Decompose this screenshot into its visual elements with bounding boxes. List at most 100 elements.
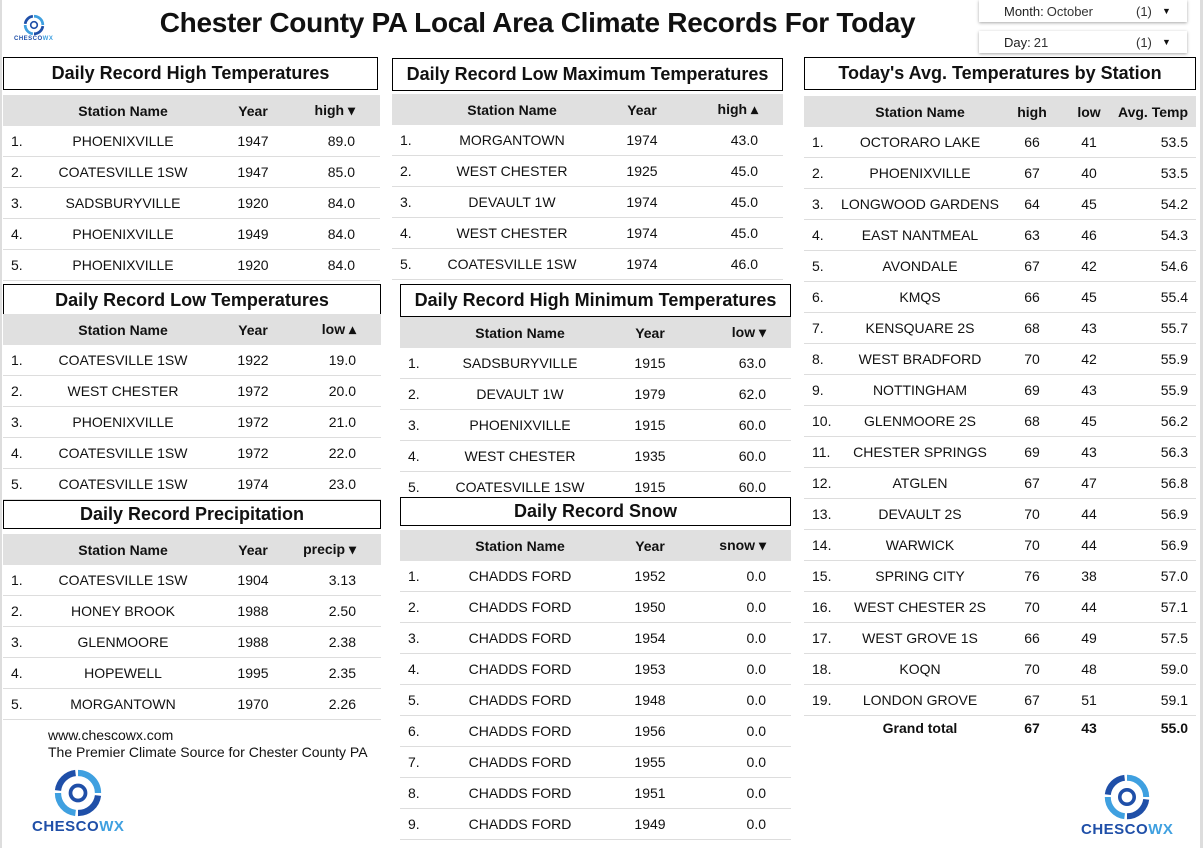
column-header[interactable]: Station Name	[875, 103, 965, 120]
table-cell: COATESVILLE 1SW	[447, 256, 577, 272]
table-cell: 1947	[237, 133, 269, 149]
table-cell: 56.2	[1160, 413, 1188, 429]
table-cell: 21.0	[328, 414, 356, 430]
table-cell: COATESVILLE 1SW	[455, 479, 585, 495]
table-cell: 62.0	[738, 386, 766, 402]
table-cell: 56.9	[1160, 537, 1188, 553]
table-cell: 1970	[237, 696, 269, 712]
table-cell: 2.38	[328, 634, 356, 650]
table-cell: 1949	[237, 226, 269, 242]
table-cell: PHOENIXVILLE	[72, 133, 174, 149]
column-header[interactable]: low ▴	[321, 321, 356, 337]
column-header[interactable]: low	[1077, 103, 1101, 120]
table-cell: 13.	[812, 506, 832, 522]
table-cell: DEVAULT 2S	[878, 506, 962, 522]
column-header[interactable]: Year	[238, 321, 268, 338]
column-header[interactable]: low ▾	[731, 324, 766, 340]
table-cell: 2.	[11, 164, 23, 180]
column-header[interactable]: Year	[635, 324, 665, 341]
table-cell: CHADDS FORD	[468, 785, 572, 801]
table-cell: 0.0	[746, 723, 766, 739]
logo-right: CHESCOWX	[1081, 773, 1173, 838]
table-row: 1. PHOENIXVILLE 1947 89.0	[3, 126, 380, 157]
column-header[interactable]: Station Name	[78, 321, 168, 338]
column-header[interactable]: Station Name	[475, 324, 565, 341]
column-header[interactable]: Year	[627, 101, 657, 118]
table-cell: 5.	[11, 257, 23, 273]
footer-url[interactable]: www.chescowx.com	[48, 727, 174, 743]
table-cell: COATESVILLE 1SW	[58, 572, 188, 588]
table-cell: 4.	[408, 661, 420, 677]
table-cell: 1956	[634, 723, 666, 739]
table-cell: 70	[1024, 537, 1040, 553]
table-cell: 1.	[408, 568, 420, 584]
table-cell: 1.	[812, 134, 824, 150]
table-cell: 46	[1081, 227, 1097, 243]
table-cell: 9.	[812, 382, 824, 398]
table-cell: 56.3	[1160, 444, 1188, 460]
table-cell: 45	[1081, 413, 1097, 429]
table-cell: 42	[1081, 258, 1097, 274]
column-header[interactable]: high ▴	[717, 101, 758, 117]
table-cell: 2.26	[328, 696, 356, 712]
month-filter[interactable]: Month: October (1) ▼	[979, 0, 1187, 22]
table-row: 2. HONEY BROOK 1988 2.50	[3, 596, 381, 627]
table-cell: 53.5	[1160, 134, 1188, 150]
table-cell: 43.0	[730, 132, 758, 148]
table-row: 18. KOQN 70 48 59.0	[804, 654, 1196, 685]
table-record-snow: Station Name Year snow ▾ 1. CHADDS FORD 1952 0…	[400, 530, 791, 848]
table-cell: 55.9	[1160, 382, 1188, 398]
table-cell: 8.	[408, 785, 420, 801]
table-cell: 70	[1024, 599, 1040, 615]
column-header[interactable]: Station Name	[78, 102, 168, 119]
column-header[interactable]: Year	[238, 102, 268, 119]
day-filter[interactable]: Day: 21 (1) ▼	[979, 31, 1187, 53]
column-header[interactable]: high	[1017, 103, 1047, 120]
scrollbar[interactable]	[1200, 0, 1203, 848]
column-header[interactable]: Station Name	[467, 101, 557, 118]
table-cell: 1979	[634, 386, 666, 402]
table-cell: 7.	[408, 754, 420, 770]
table-cell: PHOENIXVILLE	[72, 226, 174, 242]
table-cell: 15.	[812, 568, 832, 584]
swirl-logo-icon	[23, 14, 44, 36]
column-header[interactable]: Station Name	[475, 537, 565, 554]
table-cell: 0.0	[746, 754, 766, 770]
table-cell: 4.	[400, 225, 412, 241]
table-header: Station Name Year low ▾	[400, 317, 791, 348]
table-cell: CHADDS FORD	[468, 754, 572, 770]
table-row: 1. OCTORARO LAKE 66 41 53.5	[804, 127, 1196, 158]
column-header[interactable]: precip ▾	[303, 541, 356, 557]
table-row: 4. EAST NANTMEAL 63 46 54.3	[804, 220, 1196, 251]
table-cell: SADSBURYVILLE	[65, 195, 181, 211]
table-cell: 7.	[812, 320, 824, 336]
table-cell: 5.	[11, 476, 23, 492]
column-header[interactable]: Avg. Temp	[1117, 103, 1188, 120]
table-row: 11. CHESTER SPRINGS 69 43 56.3	[804, 437, 1196, 468]
table-cell: 3.	[11, 195, 23, 211]
table-row: 8. CHADDS FORD 1951 0.0	[400, 778, 791, 809]
table-row: 1. MORGANTOWN 1974 43.0	[392, 125, 783, 156]
table-record-high: Station Name Year high ▾ 1. PHOENIXVILLE 1947…	[3, 95, 380, 281]
table-record-high-min: Station Name Year low ▾ 1. SADSBURYVILLE 1915…	[400, 317, 791, 503]
table-row: 4. HOPEWELL 1995 2.35	[3, 658, 381, 689]
table-row: 7. KENSQUARE 2S 68 43 55.7	[804, 313, 1196, 344]
table-cell: 55.7	[1160, 320, 1188, 336]
table-cell: CHADDS FORD	[468, 661, 572, 677]
table-cell: 3.	[812, 196, 824, 212]
table-cell: 70	[1024, 351, 1040, 367]
table-cell: PHOENIXVILLE	[869, 165, 971, 181]
column-header[interactable]: Year	[238, 541, 268, 558]
column-header[interactable]: Station Name	[78, 541, 168, 558]
table-cell: 0.0	[746, 661, 766, 677]
column-header[interactable]: Year	[635, 537, 665, 554]
table-cell: 18.	[812, 661, 832, 677]
column-header[interactable]: high ▾	[314, 102, 355, 118]
table-cell: 60.0	[738, 448, 766, 464]
column-header[interactable]: snow ▾	[719, 537, 766, 553]
table-row: 5. COATESVILLE 1SW 1974 23.0	[3, 469, 381, 500]
month-label: Month:	[1004, 3, 1044, 19]
table-row: 2. DEVAULT 1W 1979 62.0	[400, 379, 791, 410]
table-row: 6. KMQS 66 45 55.4	[804, 282, 1196, 313]
day-value: 21	[1033, 34, 1049, 50]
